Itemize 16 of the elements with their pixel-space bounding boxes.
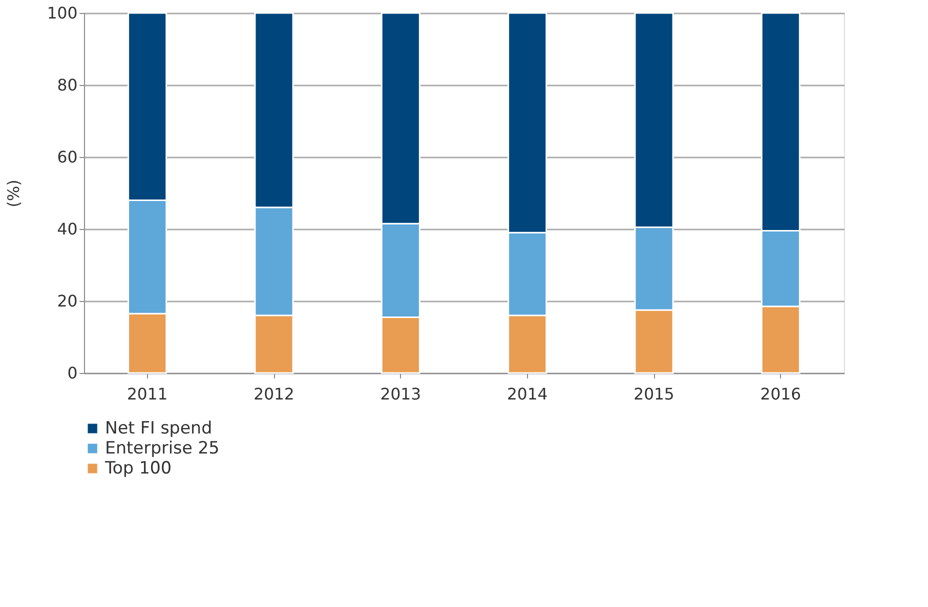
y-tick-label: 20 (57, 292, 78, 310)
x-tick-label: 2013 (380, 384, 422, 404)
legend-label: Top 100 (104, 458, 172, 478)
y-tick-label: 100 (46, 4, 78, 22)
x-tick-label: 2015 (634, 384, 674, 404)
y-tick-label: 40 (57, 220, 78, 238)
y-axis-title: (%) (4, 180, 23, 208)
x-tick-label: 2016 (760, 384, 802, 404)
y-tick-label: 0 (67, 364, 78, 382)
y-tick-label: 80 (57, 76, 78, 94)
x-tick-label: 2014 (506, 384, 548, 404)
x-tick-label: 2012 (254, 384, 294, 404)
x-tick-label: 2011 (126, 384, 168, 404)
legend-label: Net FI spend (105, 418, 212, 438)
legend-label: Enterprise 25 (105, 438, 220, 458)
y-tick-label: 60 (57, 148, 78, 166)
